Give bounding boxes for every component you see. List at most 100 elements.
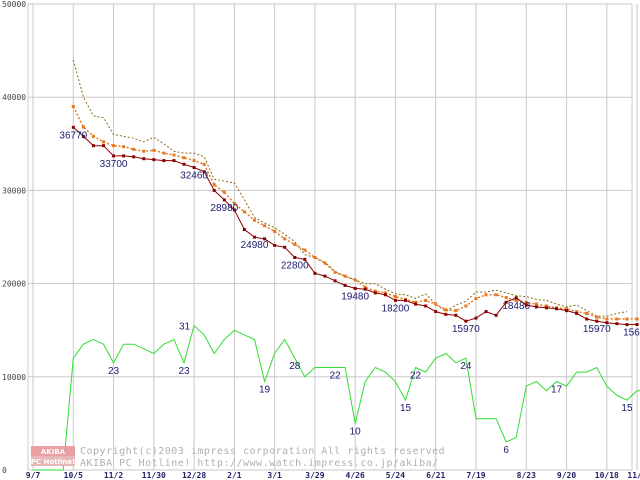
series-point-lowest (424, 304, 428, 308)
logo-text-2: PC Hotline! (31, 458, 75, 466)
series-point-lowest (192, 165, 196, 169)
series-point-lowest (313, 271, 317, 275)
series-point-lowest (353, 286, 357, 290)
series-point-lowest (565, 309, 569, 313)
series-point-average (605, 317, 609, 321)
series-point-average (182, 156, 186, 160)
series-point-lowest (544, 306, 548, 310)
data-label: 28980 (210, 203, 238, 214)
data-label: 22800 (281, 261, 309, 272)
series-point-lowest (253, 235, 256, 239)
series-point-lowest (232, 208, 236, 212)
series-point-lowest (263, 237, 267, 241)
series-point-lowest (112, 154, 116, 158)
series-point-average (363, 285, 367, 289)
series-point-average (454, 309, 458, 313)
series-point-lowest (202, 170, 206, 174)
data-label: 10 (350, 426, 362, 437)
series-point-lowest (615, 322, 619, 326)
series-point-lowest (524, 303, 528, 307)
series-point-lowest (605, 321, 609, 325)
series-point-average (414, 300, 418, 304)
data-label: 24 (460, 361, 472, 372)
series-point-average (524, 300, 528, 304)
series-point-lowest (595, 319, 599, 323)
series-point-average (343, 274, 347, 278)
series-point-lowest (534, 305, 538, 309)
series-point-lowest (91, 144, 95, 148)
series-point-average (514, 298, 518, 302)
series-point-lowest (363, 287, 367, 291)
data-label: 17 (551, 384, 563, 395)
series-point-lowest (585, 317, 589, 321)
x-tick-label: 4/26 (346, 471, 365, 480)
series-point-average (212, 183, 216, 187)
series-point-lowest (132, 155, 136, 159)
series-point-lowest (293, 256, 297, 260)
series-point-average (373, 289, 377, 293)
x-tick-label: 10/18 (595, 471, 619, 480)
x-tick-label: 11/30 (142, 471, 166, 480)
series-point-lowest (222, 198, 226, 202)
series-point-average (565, 307, 569, 311)
series-point-lowest (625, 323, 629, 327)
series-point-average (333, 270, 337, 274)
series-point-lowest (484, 310, 488, 314)
x-tick-label: 11/2 (104, 471, 123, 480)
data-label: 23 (108, 366, 120, 377)
series-point-average (172, 153, 176, 157)
series-point-average (544, 304, 548, 308)
data-label: 31 (179, 322, 191, 333)
y-tick-label: 10000 (2, 373, 26, 382)
series-point-average (615, 317, 619, 321)
series-point-average (313, 256, 317, 260)
series-point-lowest (162, 159, 166, 163)
series-point-lowest (464, 319, 468, 323)
data-label: 28 (289, 361, 301, 372)
data-label: 18480 (502, 301, 530, 312)
x-tick-label: 3/1 (267, 471, 282, 480)
x-axis-ticks: 9/7 10/5 11/2 11/30 12/28 2/1 3/1 3/29 4/26 5/24 6… (26, 471, 640, 480)
series-point-average (434, 302, 438, 306)
series-point-lowest (575, 311, 579, 315)
series-point-lowest (182, 162, 186, 166)
series-line-shops (33, 324, 640, 471)
series-point-lowest (273, 243, 277, 247)
data-labels: 36770 33700 32460 28980 24980 22800 19480 18200… (59, 130, 640, 456)
series-point-average (253, 218, 256, 222)
series-point-lowest (635, 323, 639, 327)
data-label: 15 (400, 403, 412, 414)
series-point-lowest (454, 313, 458, 317)
series-point-lowest (333, 279, 337, 283)
series-point-average (112, 144, 116, 148)
data-label: 19480 (341, 291, 369, 302)
series-point-average (91, 134, 95, 138)
series-point-lowest (152, 158, 156, 162)
series-point-lowest (404, 298, 407, 302)
series-point-average (393, 295, 397, 299)
series-point-average (474, 297, 478, 301)
logo-box-bottom (31, 456, 75, 466)
x-tick-label: 12/28 (182, 471, 206, 480)
x-tick-label: 10/5 (64, 471, 83, 480)
series-point-average (464, 304, 468, 308)
data-label: 6 (503, 445, 509, 456)
series-line-average (72, 106, 637, 320)
y-tick-label: 40000 (2, 93, 26, 102)
x-tick-label: 6/21 (426, 471, 445, 480)
logo-text-1: AKIBA (41, 448, 66, 456)
series-point-lowest (71, 125, 75, 129)
series-point-average (444, 308, 448, 312)
series-group (33, 59, 640, 471)
y-axis-ticks: 0 10000 20000 30000 40000 50000 (2, 0, 26, 475)
series-point-lowest (514, 296, 518, 300)
series-point-lowest (343, 283, 347, 287)
series-point-average (353, 278, 357, 282)
series-point-average (625, 317, 629, 321)
series-point-average (424, 298, 428, 302)
x-tick-label: 9/20 (557, 471, 576, 480)
series-point-average (494, 293, 498, 297)
data-label: 15 (621, 403, 633, 414)
x-tick-label: 8/23 (517, 471, 536, 480)
